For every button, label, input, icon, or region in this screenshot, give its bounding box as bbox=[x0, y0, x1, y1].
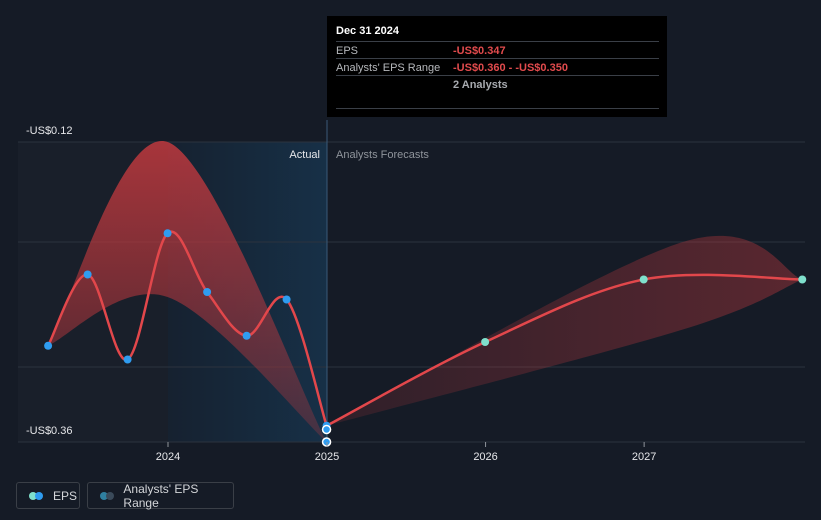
eps-actual-point bbox=[44, 341, 53, 350]
eps-forecast-point bbox=[639, 275, 648, 284]
tooltip-analysts-row: 2 Analysts bbox=[336, 75, 659, 93]
tooltip-eps-value: -US$0.347 bbox=[453, 45, 506, 57]
x-axis: 2024 2025 2026 2027 bbox=[156, 442, 656, 463]
tooltip: Dec 31 2024 EPS -US$0.347 Analysts' EPS … bbox=[327, 16, 667, 117]
y-tick-top: -US$0.12 bbox=[26, 125, 72, 137]
historical-eps-range bbox=[48, 141, 327, 443]
tooltip-date: Dec 31 2024 bbox=[336, 25, 399, 37]
tooltip-eps-label: EPS bbox=[336, 45, 359, 57]
tooltip-range-value: -US$0.360 - -US$0.350 bbox=[453, 62, 568, 74]
eps-actual-point bbox=[163, 229, 172, 238]
x-tick-label: 2026 bbox=[473, 451, 497, 463]
eps-legend-icon bbox=[29, 491, 45, 500]
legend-eps-label: EPS bbox=[53, 488, 78, 503]
eps-forecast-point bbox=[798, 275, 807, 284]
eps-actual-point bbox=[242, 331, 251, 340]
legend-range-toggle[interactable]: Analysts' EPS Range bbox=[87, 481, 234, 510]
tooltip-analysts-count: 2 Analysts bbox=[453, 79, 508, 91]
forecast-label: Analysts Forecasts bbox=[336, 149, 429, 161]
legend-eps-toggle[interactable]: EPS bbox=[16, 482, 80, 509]
eps-actual-point bbox=[83, 270, 92, 279]
range-legend-icon bbox=[100, 491, 115, 500]
eps-actual-point bbox=[203, 288, 212, 296]
gridlines bbox=[18, 141, 805, 443]
eps-actual-point bbox=[123, 355, 132, 364]
x-tick-label: 2025 bbox=[315, 451, 339, 463]
y-tick-bottom: -US$0.36 bbox=[26, 425, 72, 437]
tooltip-divider bbox=[336, 108, 659, 109]
eps-actual-point bbox=[282, 295, 291, 304]
x-tick-label: 2024 bbox=[156, 451, 180, 463]
tooltip-range-row: Analysts' EPS Range -US$0.360 - -US$0.35… bbox=[336, 58, 659, 76]
forecast-eps-range bbox=[326, 235, 803, 426]
eps-points bbox=[44, 229, 807, 447]
actual-label: Actual bbox=[289, 149, 320, 161]
range-marker-point bbox=[321, 424, 332, 435]
x-tick-label: 2027 bbox=[632, 451, 656, 463]
tooltip-range-label: Analysts' EPS Range bbox=[336, 62, 441, 74]
legend-range-label: Analysts' EPS Range bbox=[123, 481, 199, 510]
tooltip-eps-row: EPS -US$0.347 bbox=[336, 41, 659, 59]
eps-forecast-point bbox=[481, 338, 490, 346]
